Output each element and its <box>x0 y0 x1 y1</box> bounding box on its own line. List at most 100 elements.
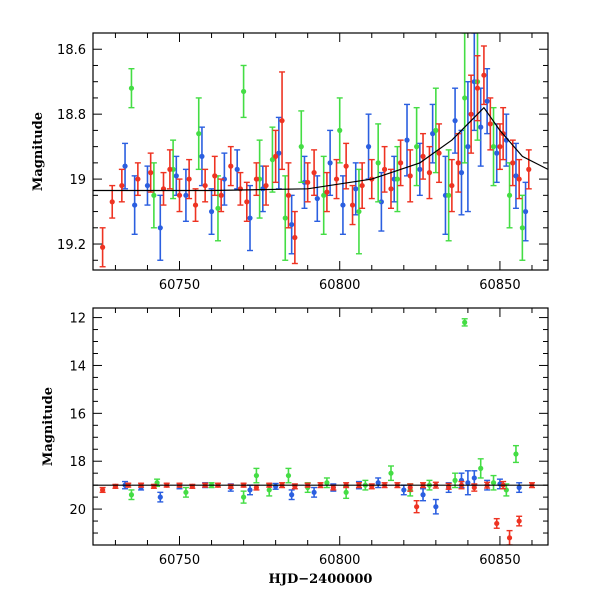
x-tick-label: 60750 <box>159 553 200 568</box>
data-point <box>285 192 292 198</box>
x-axis-label: HJD−2400000 <box>269 572 373 587</box>
data-point <box>494 520 500 527</box>
data-point <box>465 144 471 150</box>
plot-area <box>93 33 548 268</box>
data-point <box>128 492 135 498</box>
data-point <box>333 176 340 182</box>
data-point <box>510 160 516 166</box>
data-point <box>474 85 481 91</box>
data-point <box>292 483 298 489</box>
data-point <box>132 202 138 208</box>
data-point <box>282 215 288 221</box>
data-point <box>279 118 285 124</box>
data-point <box>471 475 477 481</box>
data-point <box>490 144 497 150</box>
data-point <box>519 225 525 231</box>
data-point <box>526 166 532 172</box>
data-point <box>449 182 455 189</box>
data-point <box>340 202 346 208</box>
data-point <box>285 472 292 479</box>
data-point <box>183 489 189 495</box>
data-point <box>420 492 426 498</box>
data-point <box>506 535 513 541</box>
data-point <box>388 186 394 192</box>
series-0 <box>122 33 529 261</box>
data-point <box>199 153 205 159</box>
data-point <box>430 131 436 137</box>
y-tick-label: 20 <box>69 503 86 518</box>
data-point <box>144 182 151 189</box>
data-point <box>289 221 295 228</box>
data-point <box>247 487 253 493</box>
data-point <box>375 480 381 486</box>
data-point <box>173 173 179 179</box>
data-point <box>484 98 490 104</box>
data-point <box>522 208 529 215</box>
data-point <box>218 192 224 198</box>
data-point <box>446 483 452 489</box>
data-point <box>215 205 221 211</box>
data-point <box>349 202 356 208</box>
data-point <box>465 480 471 486</box>
data-point <box>506 192 513 198</box>
data-point <box>356 208 362 215</box>
data-point <box>414 504 420 510</box>
data-point <box>253 472 260 479</box>
data-point <box>122 163 128 169</box>
data-point <box>446 192 452 198</box>
data-point <box>228 483 234 489</box>
data-point <box>151 192 157 198</box>
data-point <box>394 176 401 182</box>
data-point <box>311 489 317 495</box>
data-point <box>135 176 141 182</box>
series-1 <box>128 318 519 504</box>
data-point <box>414 144 420 150</box>
data-point <box>119 182 125 189</box>
data-point <box>196 131 202 137</box>
data-point <box>433 504 439 510</box>
data-point <box>176 192 183 198</box>
data-point <box>452 477 458 483</box>
y-tick-label: 18 <box>69 455 86 470</box>
data-point <box>436 150 442 156</box>
data-point <box>292 234 298 241</box>
data-point <box>263 182 269 189</box>
data-point <box>228 163 234 169</box>
data-point <box>490 480 497 486</box>
x-tick-label: 60800 <box>319 553 360 568</box>
data-point <box>420 153 426 159</box>
data-point <box>404 137 410 143</box>
data-point <box>276 150 282 156</box>
data-point <box>305 179 311 185</box>
data-point <box>240 88 247 95</box>
series-2 <box>99 45 532 268</box>
data-point <box>289 492 295 498</box>
data-point <box>426 170 433 176</box>
y-axis-label: Magnitude <box>31 112 46 191</box>
data-point <box>109 199 115 205</box>
y-tick-label: 18.8 <box>57 108 86 123</box>
data-point <box>221 176 227 182</box>
data-point <box>253 484 260 491</box>
y-tick-label: 14 <box>69 359 86 374</box>
data-point <box>407 484 413 491</box>
data-point <box>202 182 208 189</box>
data-point <box>100 487 106 493</box>
bottom-panel: 60750 60800 60850 12 14 16 18 20 Magnitude HJD−24… <box>41 307 549 587</box>
data-point <box>375 160 381 166</box>
data-point <box>516 176 522 182</box>
x-tick-label: 60850 <box>479 553 520 568</box>
data-point <box>324 480 330 486</box>
axes-frame <box>92 32 549 271</box>
data-point <box>487 121 493 127</box>
data-point <box>234 166 240 172</box>
data-point <box>128 85 135 91</box>
data-point <box>327 160 333 166</box>
data-point <box>343 489 349 495</box>
data-point <box>388 470 394 476</box>
data-point <box>497 144 503 150</box>
data-point <box>157 225 163 231</box>
data-point <box>481 72 487 78</box>
data-point <box>237 186 243 192</box>
